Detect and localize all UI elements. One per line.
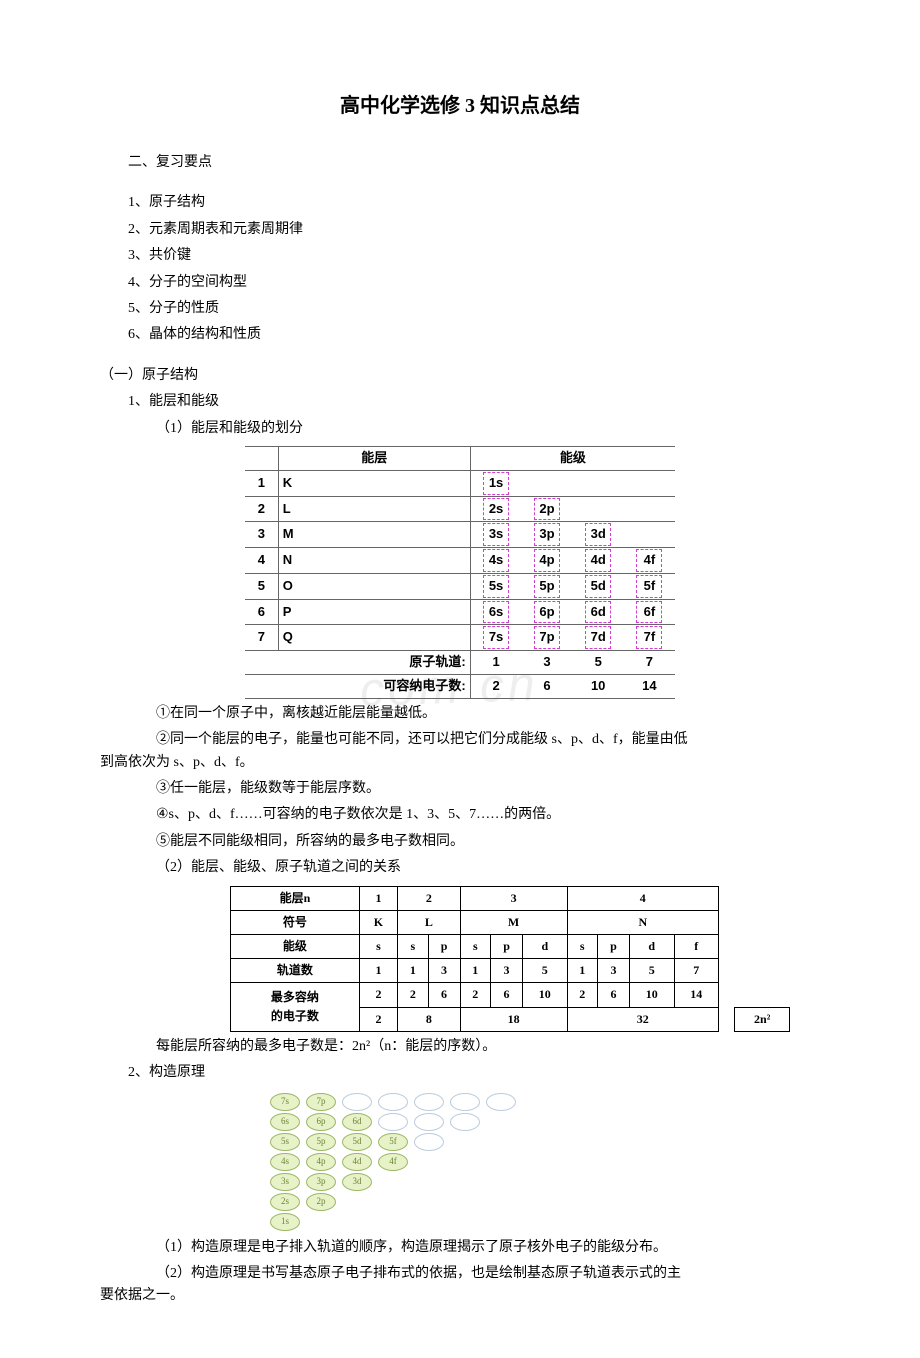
item-2: 2、构造原理 xyxy=(100,1062,820,1084)
outline-item: 5、分子的性质 xyxy=(128,298,820,320)
orbital-empty xyxy=(378,1113,408,1131)
orbital-empty xyxy=(486,1093,516,1111)
orbital-5d: 5d xyxy=(342,1133,372,1151)
orbital-3d: 3d xyxy=(342,1173,372,1191)
note-line: ③任一能层，能级数等于能层序数。 xyxy=(100,778,820,800)
orbital-1s: 1s xyxy=(270,1213,300,1231)
item-1: 1、能层和能级 xyxy=(100,391,820,413)
orbital-2p: 2p xyxy=(306,1193,336,1211)
orbital-5s: 5s xyxy=(270,1133,300,1151)
sub-2: （2）能层、能级、原子轨道之间的关系 xyxy=(100,857,820,879)
part1-head: （一）原子结构 xyxy=(100,365,820,387)
orbital-empty xyxy=(414,1113,444,1131)
outline-item: 1、原子结构 xyxy=(128,192,820,214)
section-header: 二、复习要点 xyxy=(100,152,820,174)
note-line: ⑤能层不同能级相同，所容纳的最多电子数相同。 xyxy=(100,831,820,853)
orbital-empty xyxy=(450,1113,480,1131)
orbital-7p: 7p xyxy=(306,1093,336,1111)
shell-level-table: 能层能级1K1s2L2s2p3M3s3p3d4N4s4p4d4f5O5s5p5d… xyxy=(245,446,675,699)
outline-item: 3、共价键 xyxy=(128,245,820,267)
outline-item: 6、晶体的结构和性质 xyxy=(128,324,820,346)
note-line: ④s、p、d、f……可容纳的电子数依次是 1、3、5、7……的两倍。 xyxy=(100,804,820,826)
orbital-6d: 6d xyxy=(342,1113,372,1131)
orbital-3s: 3s xyxy=(270,1173,300,1191)
sub-1: （1）能层和能级的划分 xyxy=(100,418,820,440)
orbital-empty xyxy=(378,1093,408,1111)
orbital-6s: 6s xyxy=(270,1113,300,1131)
orbital-4p: 4p xyxy=(306,1153,336,1171)
orbital-2s: 2s xyxy=(270,1193,300,1211)
orbital-empty xyxy=(414,1133,444,1151)
orbital-empty xyxy=(414,1093,444,1111)
orbital-4s: 4s xyxy=(270,1153,300,1171)
outline-item: 2、元素周期表和元素周期律 xyxy=(128,219,820,241)
orbital-6p: 6p xyxy=(306,1113,336,1131)
note-line: ②同一个能层的电子，能量也可能不同，还可以把它们分成能级 s、p、d、f，能量由… xyxy=(100,729,820,774)
orbital-relation-table: 能层n1234符号KLMN能级sspspdspdf轨道数1131351357最多… xyxy=(230,886,790,1032)
orbital-3p: 3p xyxy=(306,1173,336,1191)
orbital-4d: 4d xyxy=(342,1153,372,1171)
orbital-5f: 5f xyxy=(378,1133,408,1151)
aufbau-diagram: 7s 7p 6s 6p 6d 5s 5p 5d 5f 4s 4p 4d 4f 3s 3p 3d 2s 2p 1s xyxy=(270,1093,650,1231)
outline-item: 4、分子的空间构型 xyxy=(128,272,820,294)
orbital-7s: 7s xyxy=(270,1093,300,1111)
orbital-empty xyxy=(450,1093,480,1111)
build-note: （2）构造原理是书写基态原子电子排布式的依据，也是绘制基态原子轨道表示式的主要依… xyxy=(100,1263,820,1308)
orbital-empty xyxy=(342,1093,372,1111)
orbital-5p: 5p xyxy=(306,1133,336,1151)
build-note: （1）构造原理是电子排入轨道的顺序，构造原理揭示了原子核外电子的能级分布。 xyxy=(100,1237,820,1259)
page-title: 高中化学选修 3 知识点总结 xyxy=(100,90,820,122)
orbital-4f: 4f xyxy=(378,1153,408,1171)
note-line: ①在同一个原子中，离核越近能层能量越低。 xyxy=(100,703,820,725)
caption-2: 每能层所容纳的最多电子数是：2n²（n：能层的序数）。 xyxy=(100,1036,820,1058)
